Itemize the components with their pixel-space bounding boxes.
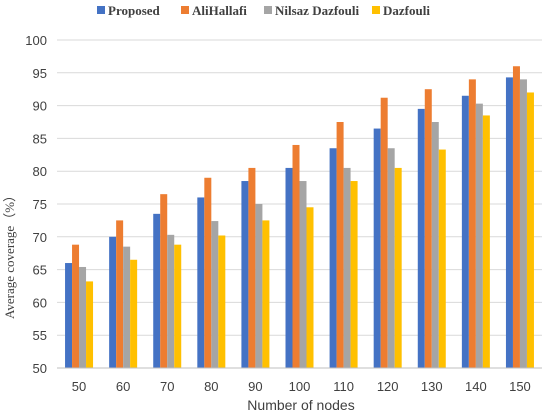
x-tick-label: 110	[333, 379, 354, 394]
bar	[197, 197, 205, 368]
bar	[285, 167, 293, 368]
bar	[505, 77, 513, 368]
bar	[431, 122, 439, 368]
bar	[86, 281, 94, 368]
bar	[519, 79, 527, 369]
bar	[218, 235, 226, 368]
bar	[123, 246, 131, 368]
y-tick-label: 55	[33, 328, 47, 343]
bar	[380, 97, 388, 368]
bar	[65, 263, 73, 368]
legend-label: Proposed	[108, 3, 161, 18]
bar	[512, 66, 520, 369]
bar	[211, 221, 219, 368]
bar	[475, 103, 483, 368]
y-axis-ticks: 50 55 60 65 70 75 80 85 90 95 100	[25, 33, 47, 376]
y-tick-label: 100	[25, 33, 47, 48]
bar	[292, 144, 300, 368]
bar	[255, 204, 263, 368]
bar	[262, 220, 270, 368]
bar	[394, 167, 402, 368]
y-tick-label: 70	[33, 230, 47, 245]
bar	[468, 79, 476, 369]
y-tick-label: 75	[33, 197, 47, 212]
y-tick-label: 50	[33, 361, 47, 376]
bar	[461, 95, 469, 368]
bar	[482, 115, 490, 368]
legend-label: Dazfouli	[383, 3, 430, 18]
legend: Proposed AliHallafi Nilsaz Dazfouli Dazfoul…	[97, 3, 430, 18]
x-tick-label: 120	[377, 379, 399, 394]
y-tick-label: 85	[33, 131, 47, 146]
bar	[438, 149, 446, 368]
bar	[248, 167, 256, 368]
legend-item: AliHallafi	[181, 3, 247, 18]
bar	[306, 207, 314, 368]
x-tick-label: 50	[72, 379, 86, 394]
x-tick-label: 130	[421, 379, 443, 394]
bar	[299, 181, 307, 368]
x-tick-label: 60	[116, 379, 130, 394]
legend-label: AliHallafi	[192, 3, 247, 18]
bar	[116, 220, 124, 368]
bar	[109, 236, 117, 368]
bar	[130, 259, 138, 368]
bar	[160, 194, 168, 368]
x-axis-ticks: 50 60 70 80 90 100 110 120 130 140 150	[72, 379, 531, 394]
y-tick-label: 90	[33, 99, 47, 114]
legend-swatch	[97, 6, 105, 14]
legend-item: Dazfouli	[372, 3, 430, 18]
bar	[343, 167, 351, 368]
legend-item: Nilsaz Dazfouli	[264, 3, 360, 18]
legend-swatch	[181, 6, 189, 14]
bar	[167, 234, 175, 368]
bar	[373, 128, 381, 368]
y-axis-title: Average coverage（%）	[2, 189, 17, 319]
legend-item: Proposed	[97, 3, 161, 18]
bar	[204, 177, 212, 368]
legend-label: Nilsaz Dazfouli	[275, 3, 360, 18]
bar	[174, 244, 182, 368]
x-tick-label: 80	[204, 379, 218, 394]
bar	[417, 108, 425, 368]
x-tick-label: 140	[465, 379, 487, 394]
bar	[387, 148, 395, 368]
bar	[72, 244, 80, 368]
x-tick-label: 150	[509, 379, 531, 394]
bars	[65, 66, 534, 369]
y-tick-label: 80	[33, 164, 47, 179]
x-tick-label: 70	[160, 379, 174, 394]
bar	[79, 266, 87, 368]
bar	[526, 92, 534, 368]
legend-swatch	[372, 6, 380, 14]
legend-swatch	[264, 6, 272, 14]
bar	[329, 148, 337, 368]
y-tick-label: 95	[33, 66, 47, 81]
bar	[424, 89, 432, 368]
bar	[350, 181, 358, 368]
y-tick-label: 60	[33, 295, 47, 310]
bar	[241, 181, 249, 368]
x-tick-label: 100	[289, 379, 311, 394]
y-tick-label: 65	[33, 263, 47, 278]
x-tick-label: 90	[248, 379, 262, 394]
bar	[336, 122, 344, 368]
x-axis-title: Number of nodes	[247, 397, 354, 413]
bar	[153, 213, 161, 368]
